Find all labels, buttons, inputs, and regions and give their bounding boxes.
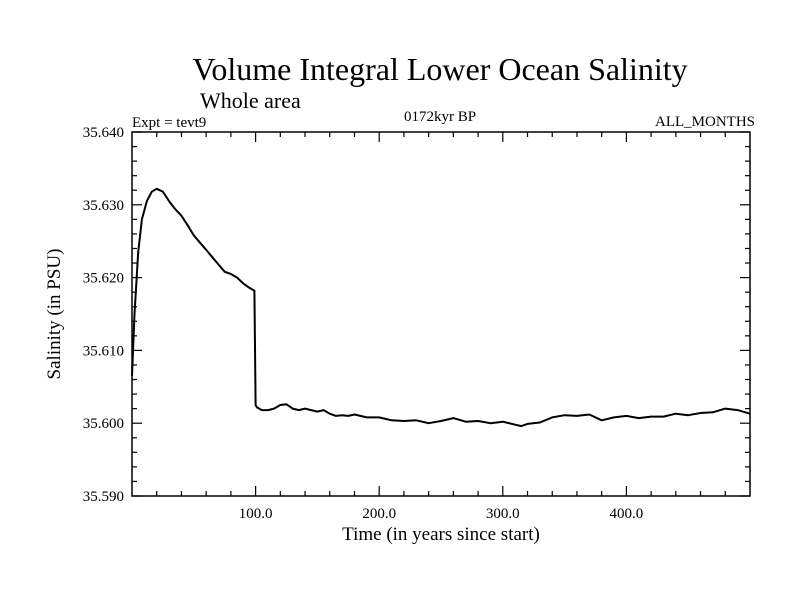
months-label: ALL_MONTHS	[655, 114, 755, 130]
period-label: 0172kyr BP	[404, 109, 476, 125]
y-tick-label: 35.610	[83, 343, 124, 359]
x-axis-label: Time (in years since start)	[342, 524, 540, 545]
axis-tick-labels: 100.0 200.0 300.0 400.0 35.590 35.600 35.610 35…	[83, 125, 644, 522]
x-tick-label: 300.0	[486, 506, 520, 522]
axis-ticks	[132, 131, 750, 497]
y-tick-label: 35.590	[83, 489, 124, 505]
y-axis-label: Salinity (in PSU)	[44, 249, 65, 380]
series-line	[131, 187, 751, 428]
y-tick-label: 35.620	[83, 271, 124, 287]
x-tick-label: 400.0	[610, 506, 644, 522]
chart-title: Volume Integral Lower Ocean Salinity	[192, 51, 687, 87]
plot-area	[131, 131, 751, 497]
x-tick-label: 100.0	[239, 506, 273, 522]
y-tick-label: 35.640	[83, 125, 124, 141]
experiment-label: Expt = tevt9	[132, 115, 206, 131]
chart-subtitle: Whole area	[200, 88, 301, 113]
y-tick-label: 35.600	[83, 416, 124, 432]
y-tick-label: 35.630	[83, 198, 124, 214]
x-tick-label: 200.0	[362, 506, 396, 522]
